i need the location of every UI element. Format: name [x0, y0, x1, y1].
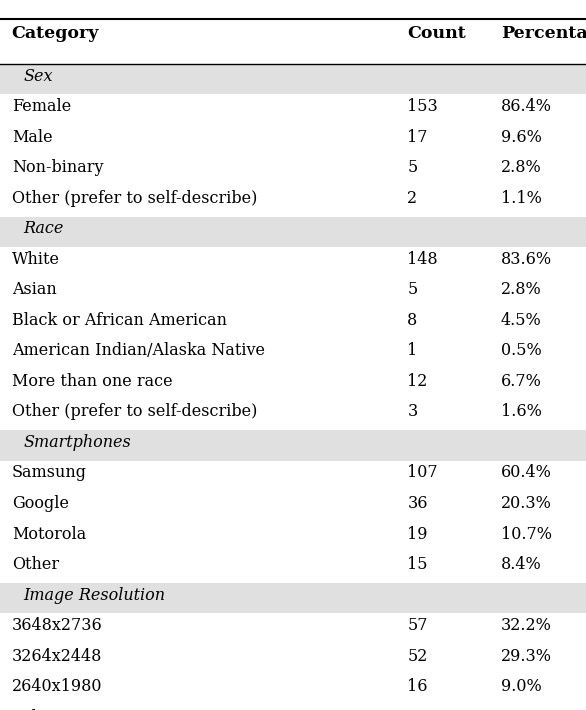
Text: 1: 1 — [407, 342, 417, 359]
Text: 3264x2448: 3264x2448 — [12, 648, 102, 665]
Text: 19: 19 — [407, 525, 428, 542]
Text: Race: Race — [23, 220, 64, 237]
Text: Smartphones: Smartphones — [23, 434, 131, 451]
Text: 0.5%: 0.5% — [501, 342, 542, 359]
Bar — [0, 583, 586, 613]
Text: 3: 3 — [407, 403, 417, 420]
Text: 2.8%: 2.8% — [501, 159, 542, 176]
Text: 10.7%: 10.7% — [501, 525, 552, 542]
Text: Image Resolution: Image Resolution — [23, 586, 165, 603]
Text: 52: 52 — [407, 709, 428, 710]
Text: Samsung: Samsung — [12, 464, 87, 481]
Text: 1.1%: 1.1% — [501, 190, 542, 207]
Text: Sex: Sex — [23, 67, 53, 84]
Text: 17: 17 — [407, 129, 428, 146]
Text: 148: 148 — [407, 251, 438, 268]
Text: 3648x2736: 3648x2736 — [12, 617, 103, 634]
Text: Category: Category — [12, 25, 99, 42]
Text: Percentage: Percentage — [501, 25, 586, 42]
Text: Count: Count — [407, 25, 466, 42]
Text: Black or African American: Black or African American — [12, 312, 227, 329]
Text: Other: Other — [12, 556, 59, 573]
Text: 15: 15 — [407, 556, 428, 573]
Text: Google: Google — [12, 495, 69, 512]
Text: Other: Other — [12, 709, 59, 710]
Text: 32.2%: 32.2% — [501, 617, 552, 634]
Text: 5: 5 — [407, 281, 417, 298]
Text: Other (prefer to self-describe): Other (prefer to self-describe) — [12, 190, 257, 207]
Text: White: White — [12, 251, 60, 268]
Text: American Indian/Alaska Native: American Indian/Alaska Native — [12, 342, 265, 359]
Text: 83.6%: 83.6% — [501, 251, 552, 268]
Text: Female: Female — [12, 98, 71, 115]
Text: Other (prefer to self-describe): Other (prefer to self-describe) — [12, 403, 257, 420]
Text: Motorola: Motorola — [12, 525, 86, 542]
Text: 29.3%: 29.3% — [501, 709, 552, 710]
Text: 9.6%: 9.6% — [501, 129, 542, 146]
Text: 16: 16 — [407, 678, 428, 695]
Text: 1.6%: 1.6% — [501, 403, 542, 420]
Text: 60.4%: 60.4% — [501, 464, 552, 481]
Text: 20.3%: 20.3% — [501, 495, 552, 512]
Text: 2640x1980: 2640x1980 — [12, 678, 102, 695]
Text: 8.4%: 8.4% — [501, 556, 542, 573]
Text: 153: 153 — [407, 98, 438, 115]
Text: 2.8%: 2.8% — [501, 281, 542, 298]
Text: 86.4%: 86.4% — [501, 98, 552, 115]
Text: 4.5%: 4.5% — [501, 312, 542, 329]
Text: 6.7%: 6.7% — [501, 373, 542, 390]
Text: Male: Male — [12, 129, 52, 146]
Text: 52: 52 — [407, 648, 428, 665]
Text: 2: 2 — [407, 190, 417, 207]
Bar — [0, 430, 586, 461]
Text: 36: 36 — [407, 495, 428, 512]
Bar — [0, 64, 586, 94]
Text: 107: 107 — [407, 464, 438, 481]
Text: 8: 8 — [407, 312, 417, 329]
Text: 9.0%: 9.0% — [501, 678, 542, 695]
Text: Asian: Asian — [12, 281, 56, 298]
Bar — [0, 217, 586, 247]
Text: 5: 5 — [407, 159, 417, 176]
Text: 12: 12 — [407, 373, 428, 390]
Text: 57: 57 — [407, 617, 428, 634]
Text: More than one race: More than one race — [12, 373, 172, 390]
Text: Non-binary: Non-binary — [12, 159, 103, 176]
Text: 29.3%: 29.3% — [501, 648, 552, 665]
